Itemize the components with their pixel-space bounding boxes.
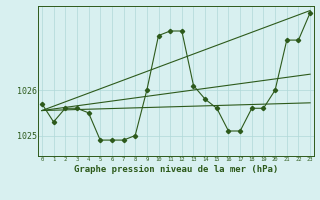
X-axis label: Graphe pression niveau de la mer (hPa): Graphe pression niveau de la mer (hPa) — [74, 165, 278, 174]
